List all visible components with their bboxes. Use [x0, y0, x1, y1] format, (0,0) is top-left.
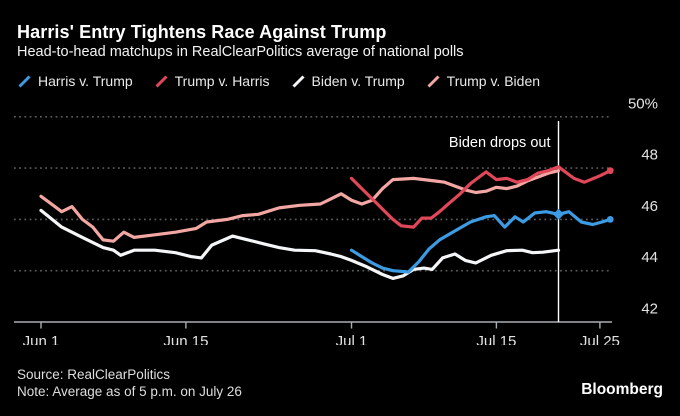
x-axis-label-jul-1: Jul 1 — [336, 333, 368, 345]
legend-label: Trump v. Harris — [174, 73, 270, 89]
legend-slash-icon — [155, 74, 168, 88]
annotation-biden-drops-out: Biden drops out — [449, 135, 551, 151]
chart-subtitle: Head-to-head matchups in RealClearPoliti… — [17, 44, 464, 60]
note-label: Note: Average as of 5 p.m. on July 26 — [17, 384, 242, 399]
marker-endpoint-dot — [606, 216, 614, 223]
legend-slash-icon — [291, 74, 305, 88]
y-axis-label-42: 42 — [641, 301, 658, 318]
legend-slash-icon — [427, 74, 440, 88]
marker-diamond — [553, 208, 564, 220]
series-line-harris-v-trump — [349, 210, 612, 274]
chart-canvas: 50% 48 46 44 42 Jun 1 Jun 15 Jul 1 Jul 15 Jul 25 B… — [14, 95, 658, 345]
legend-item-trump-v-biden: Trump v. Biden — [426, 73, 540, 89]
y-axis-label-48: 48 — [641, 147, 658, 164]
x-axis-label-jun-1: Jun 1 — [23, 333, 60, 345]
series-line-biden-v-trump — [39, 208, 561, 280]
legend-label: Harris v. Trump — [38, 73, 133, 89]
source-label: Source: RealClearPolitics — [17, 367, 171, 382]
bloomberg-logo: Bloomberg — [581, 381, 663, 398]
legend-item-harris-v-trump: Harris v. Trump — [17, 73, 133, 89]
legend-slash-icon — [18, 74, 31, 88]
legend-label: Trump v. Biden — [446, 73, 541, 89]
legend-item-biden-v-trump: Biden v. Trump — [291, 73, 405, 89]
chart-legend: Harris v. Trump Trump v. Harris Biden v. T… — [17, 73, 540, 89]
x-axis-label-jun-15: Jun 15 — [163, 333, 208, 345]
x-axis-label-jul-25: Jul 25 — [580, 333, 620, 345]
series-line-trump-v-biden — [39, 169, 561, 243]
series-line-trump-v-harris — [349, 165, 612, 229]
y-axis-label-50: 50% — [628, 95, 658, 112]
y-axis-label-44: 44 — [641, 249, 658, 266]
chart-title: Harris' Entry Tightens Race Against Trum… — [17, 22, 387, 42]
legend-label: Biden v. Trump — [311, 73, 405, 89]
y-axis-label-46: 46 — [641, 198, 658, 215]
x-axis-label-jul-15: Jul 15 — [476, 333, 516, 345]
marker-endpoint-dot — [606, 167, 614, 175]
legend-item-trump-v-harris: Trump v. Harris — [154, 73, 270, 89]
